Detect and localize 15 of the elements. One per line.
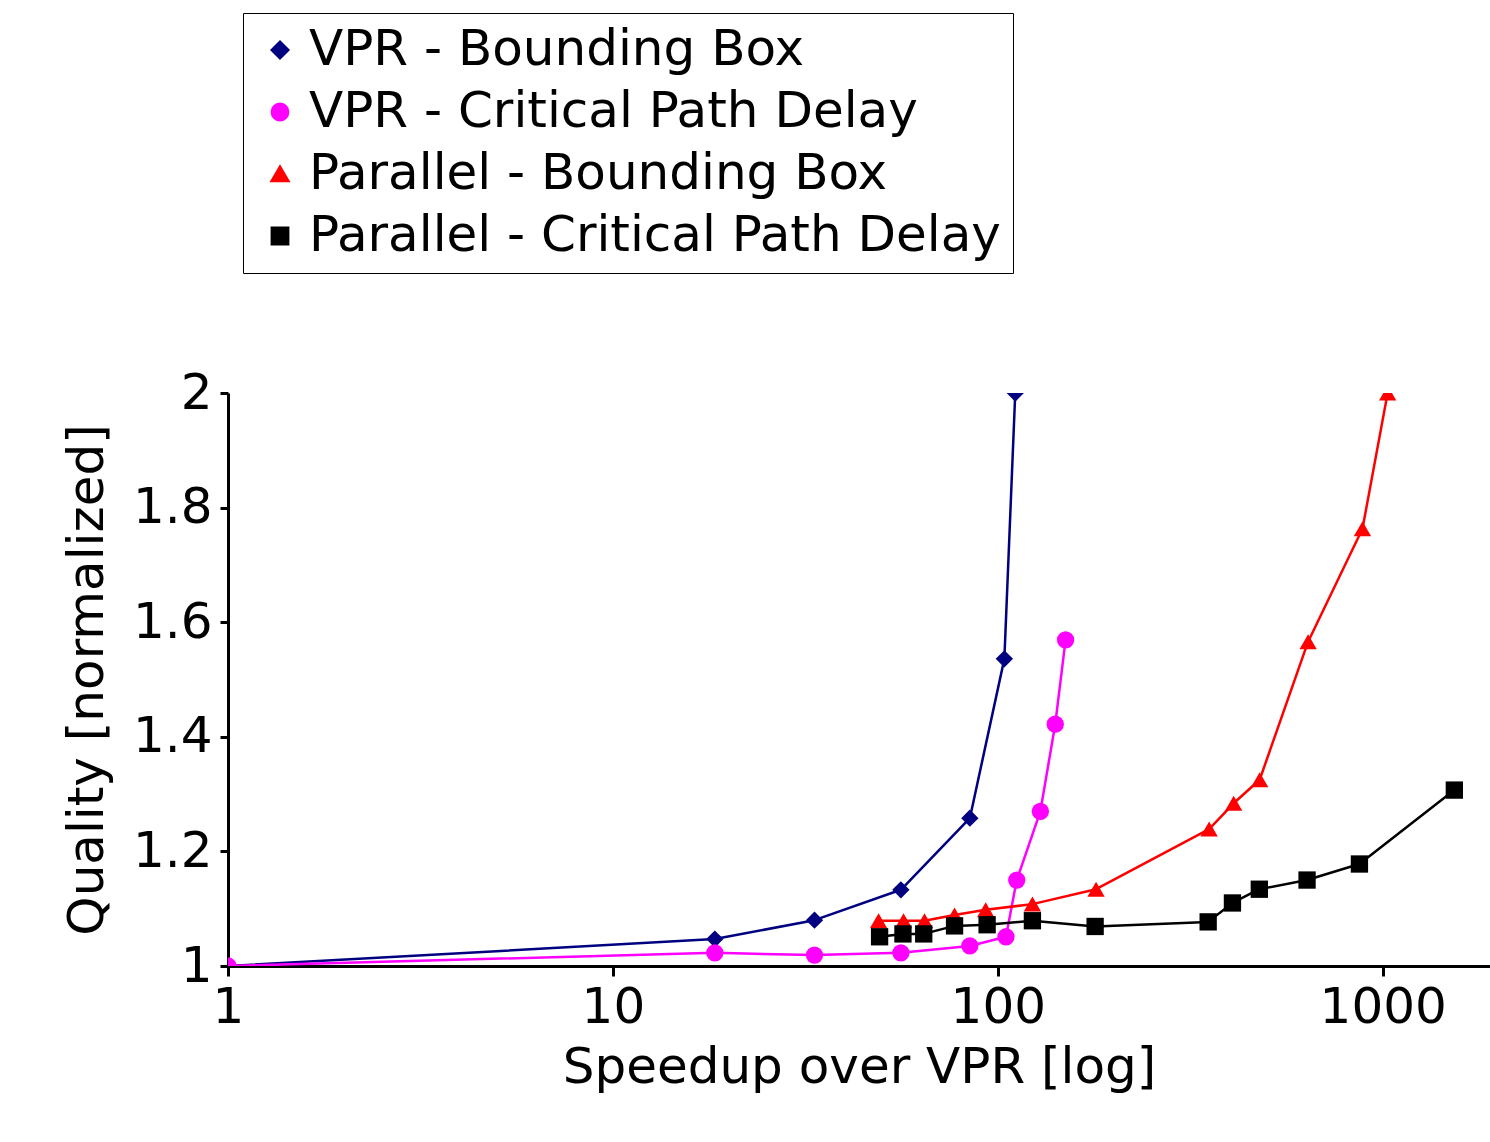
x-tick-label: 1000 (1319, 976, 1447, 1035)
y-tick-label: 2 (180, 362, 213, 421)
x-tick-label: 10 (581, 976, 646, 1035)
legend-label: Parallel - Bounding Box (309, 143, 888, 201)
y-tick-label: 1.2 (132, 820, 213, 879)
y-tick-label: 1 (180, 935, 213, 994)
legend-label: VPR - Critical Path Delay (309, 81, 918, 139)
legend-label: VPR - Bounding Box (309, 19, 805, 77)
y-tick-label: 1.8 (132, 477, 213, 536)
y-tick-label: 1.4 (132, 706, 213, 765)
legend-label: Parallel - Critical Path Delay (309, 205, 1001, 263)
y-tick-label: 1.6 (132, 591, 213, 650)
x-axis-title: Speedup over VPR [log] (562, 1036, 1157, 1095)
x-tick-label: 100 (950, 976, 1047, 1035)
y-axis-title: Quality [normalized] (56, 424, 115, 936)
